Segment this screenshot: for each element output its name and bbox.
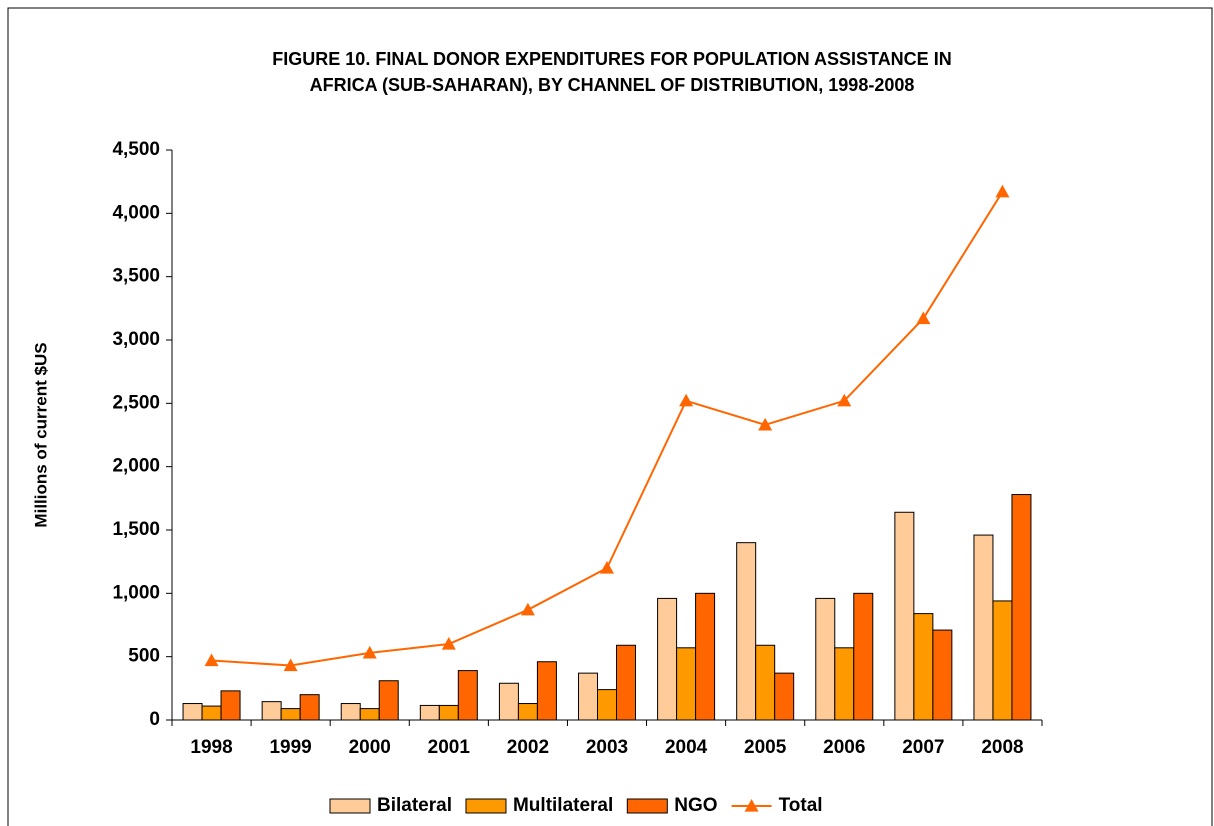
y-tick-label: 3,500: [112, 266, 160, 287]
y-tick-label: 3,000: [112, 329, 160, 350]
bar: [834, 647, 855, 721]
marker: [758, 417, 773, 431]
bar: [498, 682, 519, 721]
x-tick-label: 1999: [269, 737, 311, 758]
bar: [182, 703, 203, 721]
y-tick-label: 1,500: [112, 519, 160, 540]
marker: [600, 561, 614, 574]
marker: [916, 311, 931, 325]
bar: [457, 670, 478, 721]
bar: [201, 705, 222, 721]
bar: [736, 542, 757, 721]
marker: [520, 602, 535, 616]
marker: [995, 184, 1010, 198]
bar: [992, 600, 1013, 721]
line: [211, 191, 1004, 667]
x-tick-label: 2008: [981, 737, 1023, 758]
legend-swatch: [626, 798, 668, 814]
bar: [973, 534, 994, 721]
bar: [340, 703, 361, 721]
x-tick-label: 2002: [507, 737, 549, 758]
legend-label: Multilateral: [513, 795, 613, 816]
x-tick-label: 2001: [428, 737, 471, 758]
chart-subtitle: AFRICA (SUB-SAHARAN), BY CHANNEL OF DIST…: [310, 75, 915, 95]
legend-label: Bilateral: [377, 795, 452, 816]
bar: [220, 690, 241, 721]
legend-marker: [744, 799, 759, 812]
y-axis-label: Millions of current $US: [31, 342, 50, 527]
bar: [932, 629, 953, 721]
x-tick-label: 2007: [902, 737, 944, 758]
y-tick-label: 500: [128, 646, 160, 667]
bar: [280, 708, 301, 721]
x-tick-label: 2005: [744, 737, 787, 758]
bar: [853, 592, 874, 721]
bar: [536, 661, 557, 721]
y-tick-label: 4,000: [112, 202, 160, 223]
bar: [774, 672, 795, 721]
bar: [755, 644, 776, 721]
legend-label: Total: [779, 795, 823, 816]
bar: [578, 672, 598, 721]
bar: [1011, 494, 1032, 721]
marker: [441, 637, 456, 650]
bar: [597, 689, 617, 721]
marker: [283, 658, 298, 672]
y-tick-label: 2,000: [112, 456, 160, 477]
x-tick-label: 2006: [823, 737, 865, 758]
bar: [695, 592, 716, 721]
bar: [815, 597, 836, 721]
bar: [913, 613, 934, 721]
x-tick-label: 2003: [586, 737, 628, 758]
y-tick-label: 0: [149, 709, 160, 730]
bar: [894, 511, 915, 721]
marker: [204, 653, 219, 667]
frame: [7, 7, 1213, 826]
legend-label: NGO: [674, 795, 717, 816]
bar: [378, 680, 399, 721]
bar: [359, 708, 380, 721]
bar: [517, 703, 538, 721]
bar: [676, 647, 697, 721]
legend-swatch: [329, 798, 371, 814]
bar: [616, 644, 636, 721]
y-tick-label: 1,000: [112, 582, 160, 603]
marker: [837, 393, 852, 407]
x-tick-label: 1998: [190, 737, 232, 758]
y-tick-label: 4,500: [112, 139, 160, 160]
marker: [362, 645, 377, 659]
bar: [419, 704, 440, 721]
x-tick-label: 2004: [665, 737, 708, 758]
chart-title: FIGURE 10. FINAL DONOR EXPENDITURES FOR …: [272, 49, 951, 69]
marker: [679, 393, 694, 407]
x-tick-label: 2000: [349, 737, 391, 758]
y-tick-label: 2,500: [112, 392, 160, 413]
bar: [438, 704, 459, 721]
bar: [657, 597, 678, 721]
legend-swatch: [465, 798, 507, 814]
bar: [261, 701, 282, 721]
bar: [299, 694, 320, 721]
